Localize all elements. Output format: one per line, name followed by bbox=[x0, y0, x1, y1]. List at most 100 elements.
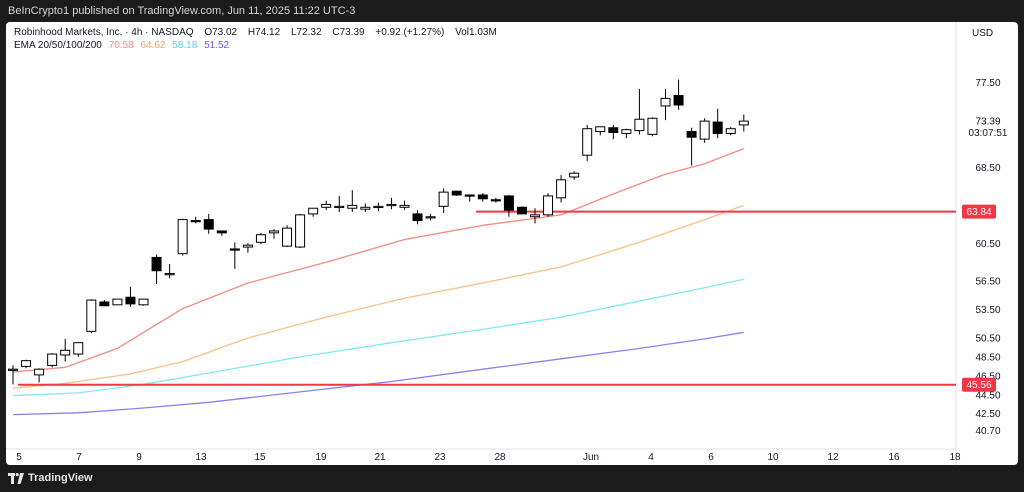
candle-body bbox=[73, 342, 84, 355]
x-tick-label: 5 bbox=[16, 452, 22, 463]
currency-label[interactable]: USD bbox=[972, 28, 994, 39]
candle-body bbox=[229, 248, 240, 251]
y-tick-label: 48.50 bbox=[975, 352, 1000, 363]
ema20-line bbox=[12, 147, 745, 373]
x-tick-label: 16 bbox=[888, 452, 900, 463]
candle-body bbox=[399, 204, 410, 208]
candle-body bbox=[582, 128, 593, 156]
candle-body bbox=[516, 206, 527, 215]
candle-body bbox=[712, 121, 723, 134]
price-change: +0.92 (+1.27%) bbox=[375, 27, 445, 38]
current-price-label: 73.39 bbox=[975, 117, 1000, 128]
candle-body bbox=[177, 219, 188, 255]
ohlc-close: C73.39 bbox=[332, 27, 365, 38]
x-tick-label: 21 bbox=[374, 452, 386, 463]
candle-body bbox=[190, 220, 201, 223]
y-tick-label: 44.50 bbox=[975, 390, 1000, 401]
x-tick-label: 12 bbox=[827, 452, 839, 463]
candle-body bbox=[621, 129, 632, 134]
x-tick-label: 6 bbox=[708, 452, 714, 463]
level-price-label: 63.84 bbox=[966, 207, 991, 218]
volume: Vol1.03M bbox=[455, 27, 497, 38]
candle-body bbox=[412, 213, 423, 222]
candle-body bbox=[608, 127, 619, 133]
ema50-value: 64.62 bbox=[140, 40, 166, 51]
candle-body bbox=[308, 207, 319, 215]
bar-countdown-label: 03:07:51 bbox=[969, 128, 1008, 139]
candle-body bbox=[34, 368, 45, 376]
x-tick-label: 23 bbox=[434, 452, 446, 463]
candle-body bbox=[216, 230, 227, 234]
candle-body bbox=[360, 206, 371, 210]
candle-body bbox=[47, 353, 58, 366]
candle-body bbox=[112, 298, 123, 306]
candle-body bbox=[673, 95, 684, 106]
candle-body bbox=[595, 126, 606, 133]
candle-body bbox=[373, 205, 384, 209]
candle-body bbox=[86, 299, 97, 332]
x-tick-label: Jun bbox=[583, 452, 599, 463]
ema100-line bbox=[12, 278, 744, 397]
candle-body bbox=[647, 117, 658, 135]
candle-body bbox=[99, 301, 110, 307]
x-tick-label: 18 bbox=[949, 452, 961, 463]
candle-body bbox=[451, 190, 462, 196]
tradingview-brand: TradingView bbox=[28, 472, 93, 484]
candle-body bbox=[738, 120, 749, 126]
candle-body bbox=[660, 97, 671, 107]
candle-body bbox=[321, 203, 332, 208]
candle-body bbox=[386, 203, 397, 207]
ohlc-low: L72.32 bbox=[290, 27, 322, 38]
candle-body bbox=[725, 128, 736, 134]
candle-body bbox=[503, 195, 514, 211]
y-tick-label: 77.50 bbox=[975, 78, 1000, 89]
y-tick-label: 68.50 bbox=[975, 163, 1000, 174]
candle-body bbox=[438, 191, 449, 207]
y-tick-label: 56.50 bbox=[975, 277, 1000, 288]
ema100-value: 58.18 bbox=[172, 40, 198, 51]
candle-body bbox=[138, 298, 149, 306]
candle-body bbox=[164, 273, 175, 276]
level-price-tag bbox=[962, 204, 996, 219]
publisher-bar: BeInCrypto1 published on TradingView.com… bbox=[0, 0, 1024, 22]
plot-area bbox=[6, 22, 956, 465]
candle-body bbox=[490, 199, 501, 202]
candle-body bbox=[255, 234, 266, 243]
symbol-title: Robinhood Markets, Inc. · 4h · NASDAQ bbox=[14, 27, 194, 38]
candle-body bbox=[556, 179, 567, 199]
legend-ema-row: EMA 20/50/100/200 70.58 64.62 58.18 51.5… bbox=[14, 39, 497, 52]
candle-body bbox=[530, 214, 540, 218]
candle-body bbox=[477, 194, 488, 200]
y-tick-label: 42.50 bbox=[975, 409, 1000, 420]
candle-body bbox=[464, 194, 475, 197]
candle-body bbox=[569, 172, 580, 178]
candle-body bbox=[203, 219, 214, 230]
candle-body bbox=[21, 360, 32, 367]
x-tick-label: 13 bbox=[195, 452, 207, 463]
candle-body bbox=[125, 296, 136, 305]
x-tick-label: 19 bbox=[315, 452, 327, 463]
x-tick-label: 7 bbox=[76, 452, 82, 463]
candle-body bbox=[8, 368, 18, 371]
ema200-value: 51.52 bbox=[204, 40, 230, 51]
ema20-value: 70.58 bbox=[108, 40, 134, 51]
candle-body bbox=[543, 195, 554, 216]
candle-body bbox=[60, 349, 71, 356]
y-tick-label: 46.50 bbox=[975, 371, 1000, 382]
candle-body bbox=[151, 256, 162, 272]
x-tick-label: 15 bbox=[254, 452, 266, 463]
tradingview-logo-icon bbox=[8, 473, 24, 484]
y-tick-label: 53.50 bbox=[975, 305, 1000, 316]
legend-symbol-row: Robinhood Markets, Inc. · 4h · NASDAQ O7… bbox=[14, 26, 497, 39]
candle-body bbox=[347, 204, 358, 209]
ema-label: EMA 20/50/100/200 bbox=[14, 40, 102, 51]
candle-body bbox=[242, 244, 253, 248]
x-tick-label: 9 bbox=[136, 452, 142, 463]
y-tick-label: 50.50 bbox=[975, 333, 1000, 344]
candle-body bbox=[699, 120, 710, 140]
ohlc-open: O73.02 bbox=[204, 27, 238, 38]
publisher-line: BeInCrypto1 published on TradingView.com… bbox=[8, 5, 356, 17]
ohlc-high: H74.12 bbox=[247, 27, 281, 38]
price-chart[interactable]: 5 7 9 13 15 19 21 23 28 Jun 4 6 10 12 16 18 77.50 68.50 60… bbox=[6, 22, 1018, 465]
legend: Robinhood Markets, Inc. · 4h · NASDAQ O7… bbox=[14, 26, 497, 52]
